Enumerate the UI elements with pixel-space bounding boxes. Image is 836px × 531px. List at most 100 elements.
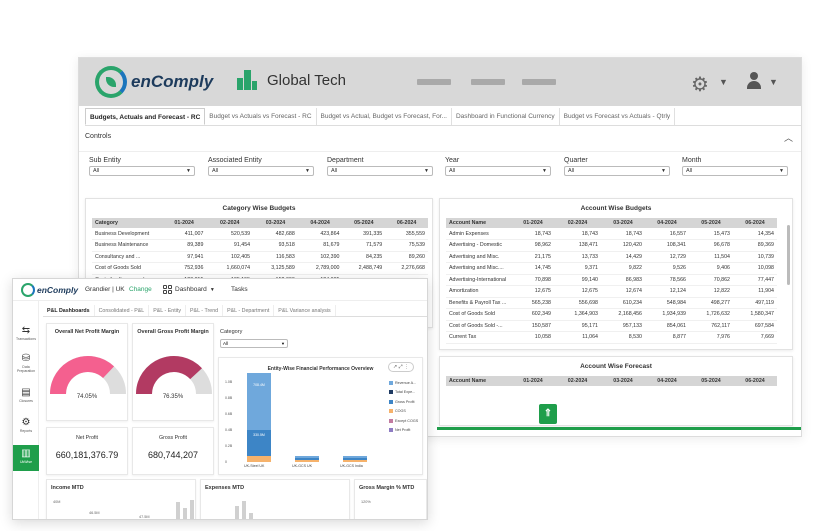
table-row[interactable]: Business Development 411,007 520,539 482,68… — [92, 228, 428, 240]
arrow-up-icon[interactable]: ⇑ — [539, 404, 557, 424]
gear-icon[interactable]: ⚙ — [691, 74, 709, 96]
tab-pl-entity[interactable]: P&L - Entity — [149, 305, 187, 316]
encomply-logo[interactable]: enComply — [21, 283, 78, 297]
chevron-up-icon[interactable]: ︿ — [783, 133, 793, 143]
chevron-down-icon[interactable]: ▼ — [719, 77, 728, 87]
table-row[interactable]: Benefits & Payroll Tax ... 565,238 556,698… — [446, 297, 777, 309]
legend-item[interactable]: Revenue A... — [389, 378, 418, 388]
tab-budget-vs-actuals[interactable]: Budget vs Actuals vs Forecast - RC — [205, 108, 317, 125]
column-header[interactable]: 04-2024 — [297, 218, 343, 228]
table-row[interactable]: Cost of Goods Sold -... 150,587 95,171 957,… — [446, 320, 777, 332]
chevron-down-icon: ▼ — [281, 341, 285, 346]
sub-entity-select[interactable]: All ▼ — [89, 166, 195, 176]
card-title: Overall Gross Profit Margin — [137, 329, 209, 335]
legend-item[interactable]: Total Expe... — [389, 388, 418, 398]
table-row[interactable]: Cost of Goods Sold 602,349 1,364,903 2,168,… — [446, 308, 777, 321]
table-row[interactable]: Amortization 12,675 12,675 12,674 12,124 12,8… — [446, 285, 777, 298]
tab-functional-currency[interactable]: Dashboard in Functional Currency — [452, 108, 560, 125]
change-entity-link[interactable]: Change — [129, 286, 152, 293]
bar-segment[interactable]: 708.4M — [247, 372, 271, 430]
column-header[interactable]: 06-2024 — [733, 218, 777, 228]
associated-entity-select[interactable]: All ▼ — [208, 166, 314, 176]
column-header[interactable]: Account Name — [446, 218, 512, 228]
column-header[interactable]: 02-2024 — [554, 218, 601, 228]
legend-item[interactable]: Net Profit — [389, 426, 418, 436]
year-select[interactable]: All ▼ — [445, 166, 551, 176]
chart-toolbar-icon[interactable]: ↗ ⤢ ⋮ — [388, 362, 414, 372]
column-header[interactable]: 04-2024 — [645, 218, 689, 228]
column-header[interactable]: 01-2024 — [161, 218, 207, 228]
tasks-link[interactable]: Tasks — [231, 286, 248, 293]
table-row[interactable]: Current Tax 10,058 11,064 8,530 8,877 7,976 7,… — [446, 331, 777, 344]
column-header[interactable]: 06-2024 — [385, 218, 428, 228]
sidebar-item-transactions[interactable]: ⇆ Transactions — [13, 325, 39, 341]
column-header[interactable]: Category — [92, 218, 162, 228]
bar-segment[interactable] — [247, 456, 271, 462]
table-row[interactable]: Advertising-International 70,898 99,140 86,… — [446, 274, 777, 286]
category-select[interactable]: All ▼ — [220, 339, 288, 348]
table-scrollbar[interactable] — [787, 225, 790, 285]
encomply-logo[interactable]: enComply — [95, 66, 213, 98]
tab-pl-variance[interactable]: P&L Variance analysis — [274, 305, 336, 316]
sidebar-item-ukwise[interactable]: ▥ UkWise — [13, 445, 39, 471]
legend-item[interactable]: Gross Profit — [389, 397, 418, 407]
controls-header[interactable]: Controls ︿ — [79, 129, 801, 147]
column-header[interactable]: 05-2024 — [689, 376, 733, 386]
table-cell: 610,234 — [601, 297, 645, 309]
bar-segment[interactable] — [343, 458, 367, 460]
nav-placeholder-3[interactable] — [522, 79, 556, 85]
table-cell: 75,539 — [385, 239, 428, 252]
tab-pl-department[interactable]: P&L - Department — [223, 305, 275, 316]
column-header[interactable]: 03-2024 — [601, 376, 645, 386]
bar-segment[interactable] — [343, 460, 367, 462]
table-row[interactable]: Advertising and Misc. 21,175 13,733 14,429 1… — [446, 251, 777, 263]
tab-pl-trend[interactable]: P&L - Trend — [186, 305, 224, 316]
dashboard-menu[interactable]: Dashboard ▼ — [163, 285, 215, 294]
sidebar-item-reports[interactable]: ⚙ Reports — [13, 417, 39, 433]
department-select[interactable]: All ▼ — [327, 166, 433, 176]
tab-quarterly[interactable]: Budget vs Forecast vs Actuals - Qtrly — [560, 108, 676, 125]
table-cell: 2,276,668 — [385, 262, 428, 275]
column-header[interactable]: 04-2024 — [645, 376, 689, 386]
legend-item[interactable]: COGS — [389, 407, 418, 417]
column-header[interactable]: 03-2024 — [253, 218, 298, 228]
bar-segment[interactable]: 330.5M — [247, 429, 271, 456]
column-header[interactable]: 05-2024 — [689, 218, 733, 228]
quarter-select[interactable]: All ▼ — [564, 166, 670, 176]
tab-budget-vs-actual-forecast[interactable]: Budget vs Actual, Budget vs Forecast, Fo… — [317, 108, 452, 125]
table-row[interactable]: Consultancy and ... 97,941 102,405 116,583 1… — [92, 251, 428, 263]
bar-segment[interactable] — [295, 458, 319, 460]
user-icon[interactable] — [747, 72, 761, 90]
nav-placeholder-1[interactable] — [417, 79, 451, 85]
chevron-down-icon[interactable]: ▼ — [769, 77, 778, 87]
table-cell: Benefits & Payroll Tax ... — [446, 297, 512, 309]
month-select[interactable]: All ▼ — [682, 166, 788, 176]
column-header[interactable]: 01-2024 — [512, 218, 554, 228]
column-header[interactable]: Account Name — [446, 376, 512, 386]
tab-budgets-actuals-forecast[interactable]: Budgets, Actuals and Forecast - RC — [85, 108, 206, 125]
bar-segment[interactable] — [295, 456, 319, 458]
column-header[interactable]: 02-2024 — [554, 376, 601, 386]
table-row[interactable]: Admin Expenses 18,743 18,743 18,743 16,557 15… — [446, 228, 777, 240]
table-row[interactable]: Advertising - Domestic 98,962 138,471 120,4… — [446, 239, 777, 252]
table-row[interactable]: Advertising and Misc.... 14,745 9,371 9,822… — [446, 262, 777, 275]
tab-consolidated-pl[interactable]: Consolidated - P&L — [95, 305, 150, 316]
expenses-mtd-card: Expenses MTD — [200, 479, 350, 519]
column-header[interactable]: 06-2024 — [733, 376, 777, 386]
sidebar-item-data-preparation[interactable]: ⛁ Data Preparation — [13, 353, 39, 373]
table-cell: 13,733 — [554, 251, 601, 263]
table-cell: 89,260 — [385, 251, 428, 263]
sidebar-item-closures[interactable]: ▤ Closures — [13, 387, 39, 403]
bar-segment[interactable] — [343, 456, 367, 458]
nav-placeholder-2[interactable] — [471, 79, 505, 85]
legend-item[interactable]: Except COGS — [389, 416, 418, 426]
column-header[interactable]: 03-2024 — [601, 218, 645, 228]
table-header-row: Account Name 01-2024 02-2024 03-2024 04-… — [446, 218, 777, 228]
table-row[interactable]: Cost of Goods Sold 752,936 1,660,074 3,125,… — [92, 262, 428, 275]
column-header[interactable]: 01-2024 — [512, 376, 554, 386]
tab-pl-dashboards[interactable]: P&L Dashboards — [43, 305, 95, 316]
bar-segment[interactable] — [295, 460, 319, 462]
column-header[interactable]: 02-2024 — [206, 218, 254, 228]
column-header[interactable]: 05-2024 — [342, 218, 386, 228]
table-row[interactable]: Business Maintenance 89,389 91,454 93,518 81… — [92, 239, 428, 252]
